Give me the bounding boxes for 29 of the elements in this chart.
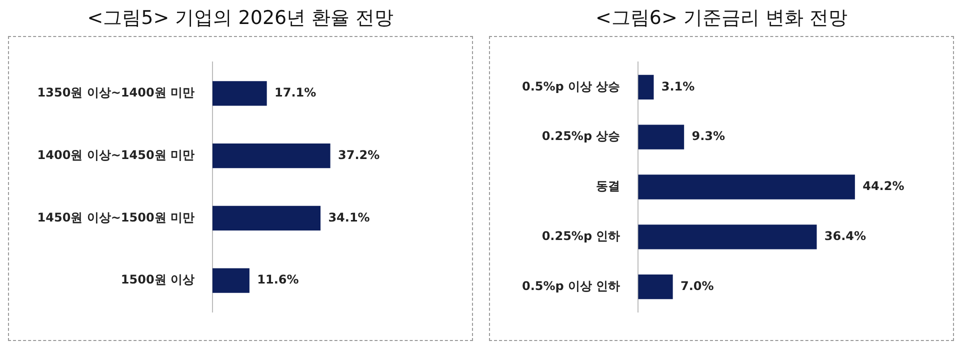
bar: [212, 206, 321, 231]
y-tick-label: 동결: [596, 179, 620, 194]
chart-title: <그림5> 기업의 2026년 환율 전망: [86, 6, 395, 31]
bar: [638, 124, 684, 150]
data-label: 9.3%: [692, 129, 726, 144]
data-label: 11.6%: [257, 272, 299, 287]
bar: [638, 224, 817, 250]
bar: [638, 174, 855, 200]
bar: [212, 268, 250, 293]
y-tick-label: 1400원 이상~1450원 미만: [37, 148, 194, 162]
y-tick-label: 1350원 이상~1400원 미만: [37, 86, 194, 100]
y-tick-label: 0.25%p 인하: [542, 229, 620, 244]
data-label: 7.0%: [680, 278, 714, 293]
y-tick-label: 0.5%p 이상 인하: [522, 278, 620, 293]
y-tick-label: 0.5%p 이상 상승: [522, 79, 620, 94]
bar: [212, 143, 330, 168]
data-label: 36.4%: [824, 229, 866, 244]
data-label: 44.2%: [862, 179, 904, 194]
data-label: 34.1%: [328, 210, 370, 224]
y-tick-label: 1500원 이상: [120, 272, 194, 287]
chart-title: <그림6> 기준금리 변화 전망: [594, 6, 849, 31]
y-tick-label: 0.25%p 상승: [542, 129, 620, 144]
y-tick-label: 1450원 이상~1500원 미만: [37, 210, 194, 224]
data-label: 17.1%: [274, 86, 316, 100]
bar: [638, 74, 654, 100]
data-label: 37.2%: [338, 148, 380, 162]
bar: [638, 274, 673, 300]
bar: [212, 81, 267, 106]
data-label: 3.1%: [661, 79, 695, 94]
